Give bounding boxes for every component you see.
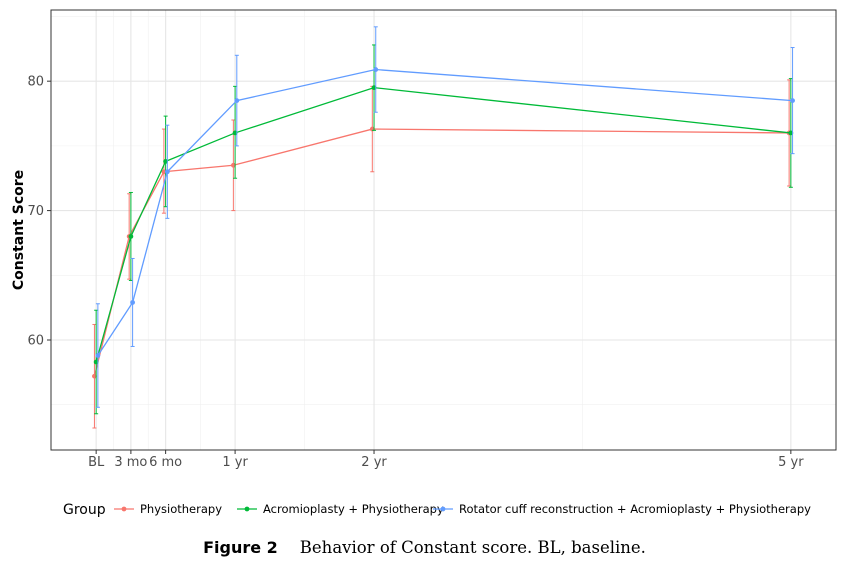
grid [51,10,836,450]
x-tick-label: 5 yr [778,455,804,470]
legend-item-2: Acromioplasty + Physiotherapy [237,502,444,516]
x-tick-label: 1 yr [222,455,248,470]
legend-key-point [244,506,250,512]
data-point [164,169,170,175]
legend-label: Acromioplasty + Physiotherapy [263,502,444,516]
axes: 60 70 80 BL 3 mo 6 mo 1 yr 2 yr 5 yr Constant Sco… [11,75,804,470]
series-line [97,68,793,356]
figure-caption: Figure 2 Behavior of Constant score. BL, … [0,538,849,558]
data-point [128,234,134,239]
x-tick-label: BL [88,455,105,470]
data-point [93,359,99,365]
y-tick-label: 70 [27,204,44,219]
x-tick-label: 3 mo [114,455,147,470]
figure-label: Figure 2 [203,538,278,557]
data-point [790,98,795,103]
series-line [95,86,791,363]
legend: Group Physiotherapy Acromioplasty + Physio… [63,502,811,518]
data-point [130,300,136,305]
data-point [163,159,169,164]
data-point [371,85,377,91]
data-point [234,98,240,103]
legend-key-point [121,506,127,512]
panel-border [50,9,837,451]
series-3 [95,26,795,408]
legend-label: Rotator cuff reconstruction + Acromiopla… [459,502,811,516]
legend-key-point [440,506,446,512]
data-point [95,353,101,358]
figure-caption-text: Behavior of Constant score. BL, baseline… [299,538,646,557]
series-1 [92,79,792,429]
legend-item-3: Rotator cuff reconstruction + Acromiopla… [433,502,811,516]
x-tick-label: 6 mo [149,455,182,470]
data-point [788,130,794,136]
y-axis-title: Constant Score [11,170,27,290]
data-point [92,373,97,379]
data-point [161,169,167,175]
y-tick-label: 80 [27,75,44,90]
legend-item-1: Physiotherapy [114,502,222,516]
data-point [232,130,238,136]
series-2 [93,44,794,415]
data-point [373,67,379,72]
x-tick-label: 2 yr [361,455,387,470]
data-point [230,162,236,168]
legend-title: Group [63,502,106,518]
y-tick-label: 60 [27,334,44,349]
legend-label: Physiotherapy [140,502,222,516]
series-line [93,128,790,377]
